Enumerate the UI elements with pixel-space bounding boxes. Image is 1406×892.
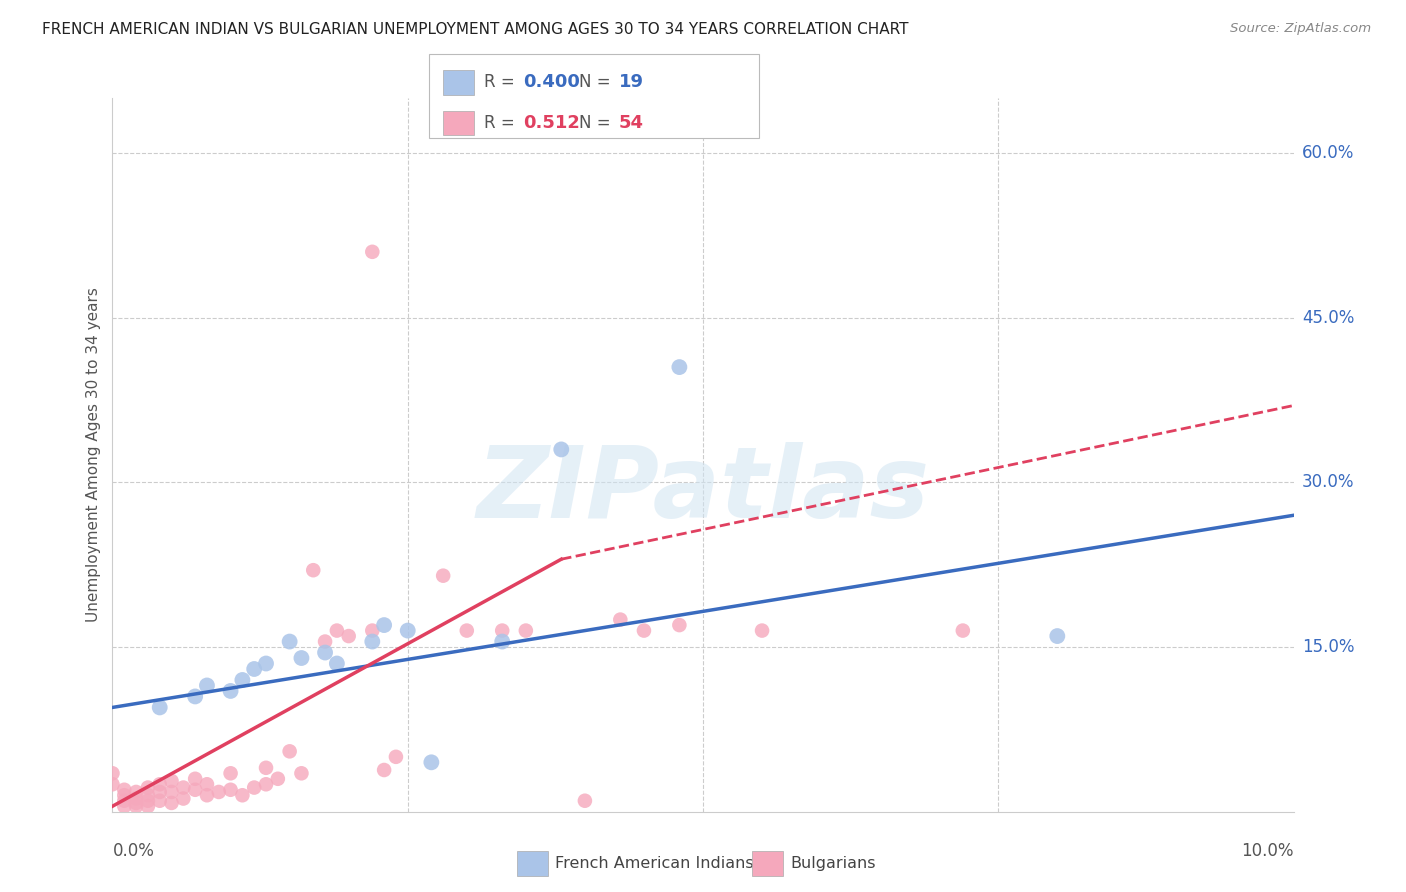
Point [243,662,266,676]
Text: 54: 54 [619,114,644,132]
Point [373,763,395,777]
Point [219,782,242,797]
Point [184,772,207,786]
Point [195,777,218,791]
Point [101,766,124,780]
Point [136,799,159,814]
Point [491,634,513,648]
Point [112,794,135,808]
Text: 10.0%: 10.0% [1241,842,1294,860]
Point [112,782,135,797]
Point [136,780,159,795]
Point [361,624,384,638]
Point [149,785,172,799]
Point [952,624,974,638]
Point [184,782,207,797]
Point [136,794,159,808]
Point [172,780,194,795]
Point [1046,629,1069,643]
Point [491,624,513,638]
Point [112,789,135,803]
Y-axis label: Unemployment Among Ages 30 to 34 years: Unemployment Among Ages 30 to 34 years [86,287,101,623]
Point [550,442,572,457]
Point [668,360,690,375]
Point [160,796,183,810]
Text: 15.0%: 15.0% [1302,638,1354,656]
Point [290,651,312,665]
Point [361,634,384,648]
Point [290,766,312,780]
Point [515,624,537,638]
Point [337,629,360,643]
Point [361,244,384,259]
Text: ZIPatlas: ZIPatlas [477,442,929,539]
Point [184,690,207,704]
Point [112,799,135,814]
Point [254,657,277,671]
Point [254,761,277,775]
Point [149,777,172,791]
Point [456,624,478,638]
Point [396,624,419,638]
Point [314,634,336,648]
Text: French American Indians: French American Indians [555,856,754,871]
Point [136,789,159,803]
Text: R =: R = [484,73,520,91]
Text: 60.0%: 60.0% [1302,144,1354,162]
Point [160,785,183,799]
Point [231,673,253,687]
Point [149,700,172,714]
Point [243,780,266,795]
Text: 0.512: 0.512 [523,114,579,132]
Text: 30.0%: 30.0% [1302,474,1354,491]
Point [149,794,172,808]
Text: 0.0%: 0.0% [112,842,155,860]
Point [314,646,336,660]
Point [633,624,655,638]
Point [254,777,277,791]
Point [125,791,148,805]
Text: 0.400: 0.400 [523,73,579,91]
Point [160,774,183,789]
Point [267,772,290,786]
Point [668,618,690,632]
Text: R =: R = [484,114,520,132]
Text: FRENCH AMERICAN INDIAN VS BULGARIAN UNEMPLOYMENT AMONG AGES 30 TO 34 YEARS CORRE: FRENCH AMERICAN INDIAN VS BULGARIAN UNEM… [42,22,908,37]
Point [278,634,301,648]
Point [172,791,194,805]
Text: 45.0%: 45.0% [1302,309,1354,326]
Point [231,789,253,803]
Point [219,766,242,780]
Point [751,624,773,638]
Text: 19: 19 [619,73,644,91]
Text: Bulgarians: Bulgarians [790,856,876,871]
Point [195,678,218,692]
Text: N =: N = [579,73,616,91]
Point [574,794,596,808]
Point [326,624,349,638]
Point [326,657,349,671]
Point [432,568,454,582]
Point [101,777,124,791]
Point [125,785,148,799]
Text: Source: ZipAtlas.com: Source: ZipAtlas.com [1230,22,1371,36]
Point [125,799,148,814]
Point [302,563,325,577]
Point [609,613,631,627]
Point [125,796,148,810]
Point [278,744,301,758]
Point [219,684,242,698]
Point [195,789,218,803]
Point [385,749,408,764]
Point [208,785,231,799]
Text: N =: N = [579,114,616,132]
Point [373,618,395,632]
Point [420,756,443,770]
